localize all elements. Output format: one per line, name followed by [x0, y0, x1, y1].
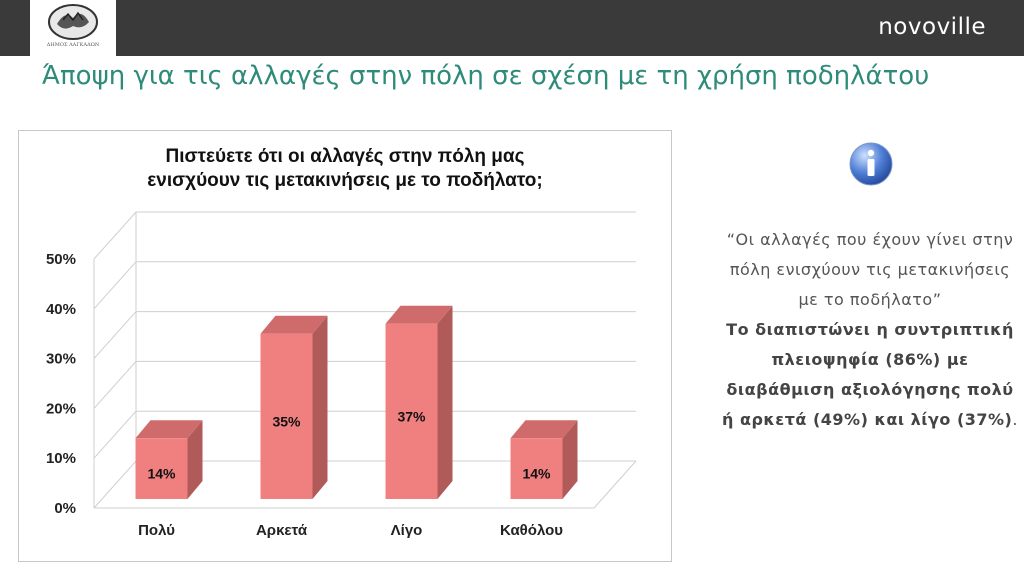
bar-top [510, 420, 578, 439]
quote-text: “Οι αλλαγές που έχουν γίνει στην πόλη εν… [726, 230, 1014, 309]
logo-emblem-icon [48, 4, 98, 40]
gridline-side [93, 211, 137, 260]
y-tick-label: 20% [46, 400, 76, 417]
bar-side [187, 420, 203, 499]
bar-top [385, 305, 453, 324]
data-label: 14% [147, 466, 176, 482]
bar-side [562, 420, 578, 499]
finding-tail: . [1012, 410, 1018, 429]
data-label: 37% [397, 408, 426, 424]
y-tick-label: 10% [46, 450, 76, 467]
data-label: 35% [272, 413, 301, 429]
x-tick-label: Λίγο [391, 522, 423, 539]
bar [135, 438, 188, 499]
gridline-side [93, 361, 137, 409]
y-tick-label: 40% [46, 301, 76, 318]
floor-right-edge [593, 460, 637, 509]
bar [510, 438, 563, 499]
top-bar: ΔΗΜΟΣ ΛΑΓΚΑΔΩΝ novoville [0, 0, 1024, 56]
logo-caption: ΔΗΜΟΣ ΛΑΓΚΑΔΩΝ [46, 42, 100, 48]
gridline-side [93, 410, 137, 459]
y-tick-label: 50% [46, 251, 76, 268]
chart-title-line2: ενισχύουν τις μετακινήσεις με το ποδήλατ… [147, 170, 543, 191]
finding-text: Το διαπιστώνει η συντριπτική πλειοψηφία … [722, 320, 1014, 429]
bar-top [135, 420, 203, 439]
side-panel: “Οι αλλαγές που έχουν γίνει στην πόλη εν… [720, 225, 1020, 435]
x-tick-label: Καθόλου [500, 522, 563, 539]
bar [260, 333, 313, 499]
bar-side [312, 315, 328, 499]
chart-title-line1: Πιστεύετε ότι οι αλλαγές στην πόλη μας [165, 146, 525, 167]
info-icon [849, 142, 893, 186]
municipality-logo: ΔΗΜΟΣ ΛΑΓΚΑΔΩΝ [30, 0, 116, 56]
gridline-side [93, 460, 137, 509]
chart-title: Πιστεύετε ότι οι αλλαγές στην πόλη μας ε… [19, 145, 671, 193]
page-title: Άποψη για τις αλλαγές στην πόλη σε σχέση… [42, 61, 930, 91]
gridline-side [93, 261, 137, 310]
bar-side [437, 305, 453, 499]
chart-panel: 0% 10% 20% 30% 40% 50% 14% Πολύ 35% Αρκετά 37% Λίγο… [18, 130, 672, 562]
x-tick-label: Αρκετά [256, 522, 308, 539]
bar-top [260, 315, 328, 334]
brand-name: novoville [878, 14, 986, 40]
y-tick-label: 30% [46, 351, 76, 368]
data-label: 14% [522, 466, 551, 482]
x-tick-label: Πολύ [138, 522, 175, 539]
bar-chart: 0% 10% 20% 30% 40% 50% 14% Πολύ 35% Αρκετά 37% Λίγο… [46, 211, 637, 539]
gridline-side [93, 311, 137, 359]
bar [385, 323, 438, 499]
y-tick-label: 0% [54, 500, 76, 517]
